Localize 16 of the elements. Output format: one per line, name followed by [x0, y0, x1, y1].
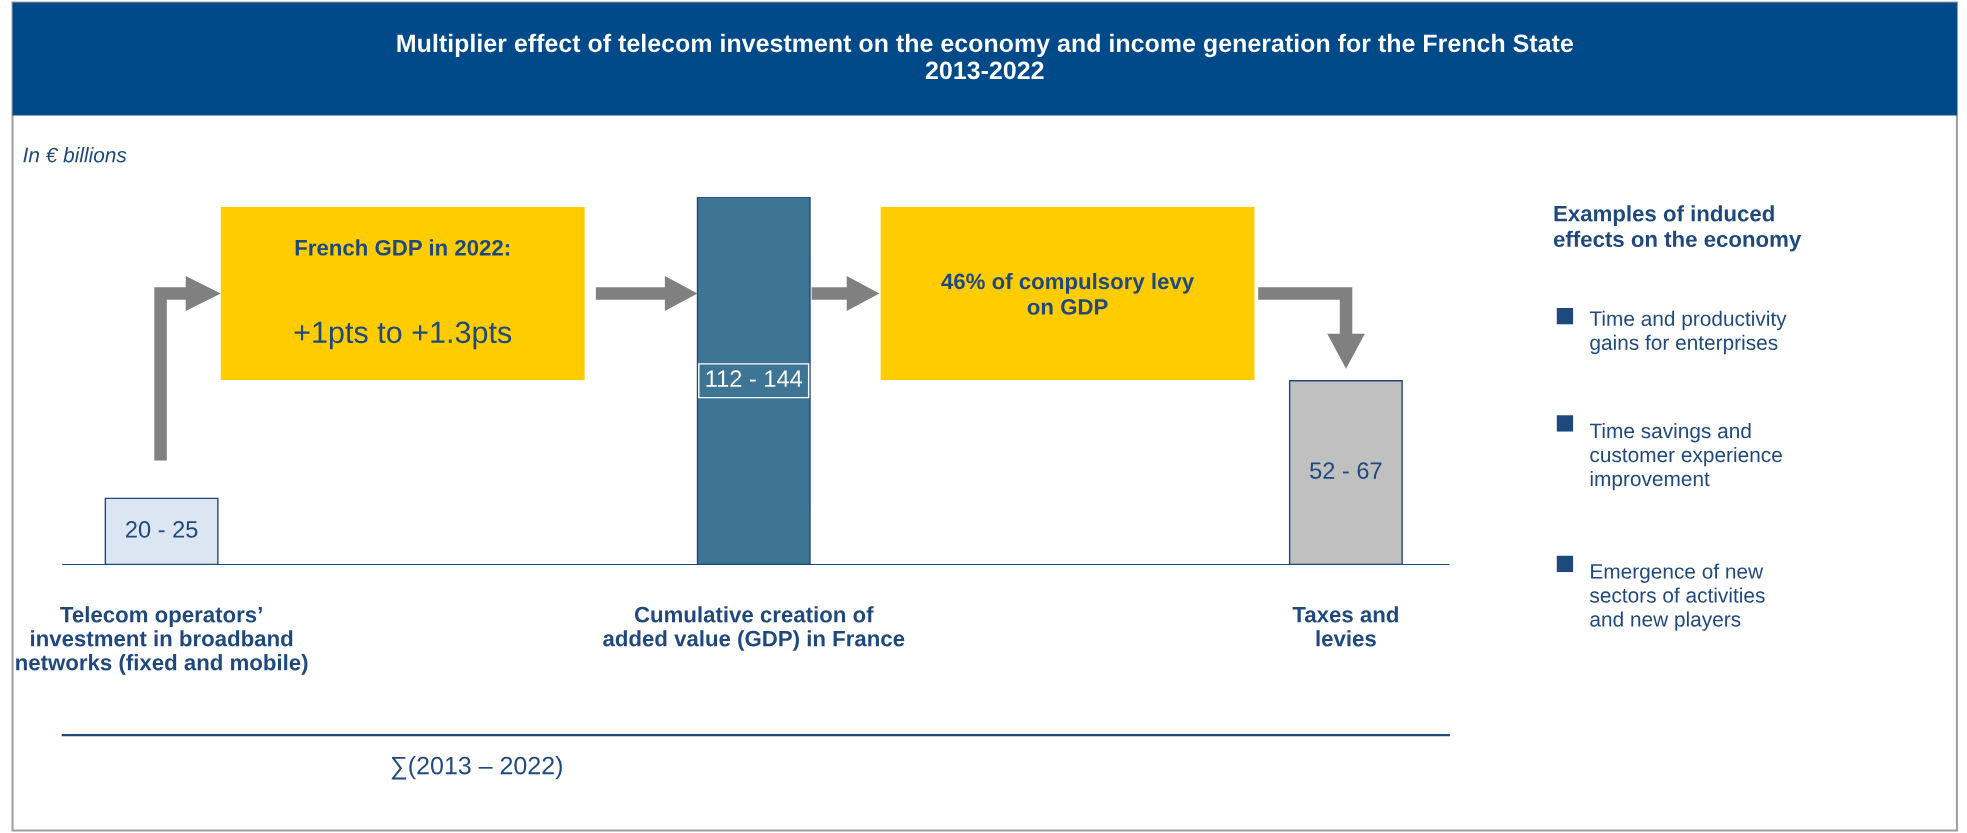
text: Time savings and customer experience improvement	[1589, 422, 1782, 491]
x-tick-label: Taxes and levies	[1292, 606, 1398, 647]
x-tick-label: Telecom operators’ investment in broadband networks (fixed and mobile)	[16, 606, 308, 675]
text: Time and productivity gains for enterprises	[1589, 310, 1787, 355]
text: Examples of induced effects on the economy	[1553, 205, 1802, 252]
text: ∑(2013 – 2022)	[391, 756, 562, 780]
annotation: 20 - 25	[126, 521, 198, 538]
annotation: 52 - 67	[1310, 462, 1382, 479]
chart-title: Multiplier effect of telecom investment on the economy and income generation for the French State 2013-2022	[397, 33, 1573, 80]
annotation: +1pts to +1.3pts	[294, 321, 512, 350]
x-tick-label: Cumulative creation of added value (GDP) in France	[603, 606, 905, 651]
annotation: 46% of compulsory levy on GDP	[941, 272, 1195, 315]
annotation: 112 - 144	[706, 370, 803, 387]
annotation: French GDP in 2022:	[295, 239, 510, 256]
chart-subtitle: In € billions	[23, 147, 127, 163]
text: Emergence of new sectors of activities and new players	[1589, 563, 1765, 631]
